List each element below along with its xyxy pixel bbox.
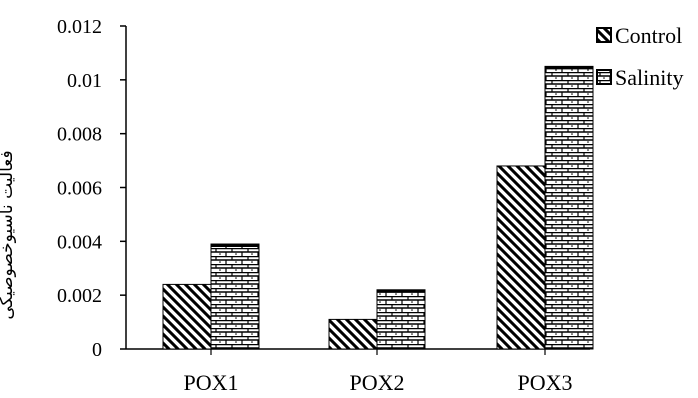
plot-area: 0 0.002 0.004 0.006 0.008 0.01 0.012 POX1 POX2 PO… — [57, 16, 594, 395]
legend-label-salinity: Salinity — [615, 65, 683, 90]
bar-control-pox2 — [328, 318, 378, 350]
legend-label-control: Control — [615, 23, 682, 48]
y-tick-label: 0.012 — [57, 16, 102, 38]
bar-salinity-pox2 — [376, 289, 426, 350]
bar-salinity-pox1 — [210, 243, 260, 350]
y-tick-label: 0.01 — [67, 70, 102, 92]
x-tick-label: POX2 — [349, 370, 404, 395]
y-tick-label: 0.004 — [57, 231, 102, 253]
legend-swatch-control — [596, 27, 612, 43]
y-axis-label: فعالیت ناسیوخصوصیکی — [0, 150, 17, 319]
x-tick-label: POX1 — [183, 370, 238, 395]
y-tick-label: 0 — [92, 339, 102, 361]
x-tick-label: POX3 — [517, 370, 572, 395]
y-tick-label: 0.006 — [57, 178, 102, 200]
bar-control-pox1 — [162, 283, 212, 350]
bar-salinity-pox3 — [544, 65, 594, 350]
y-tick-label: 0.008 — [57, 124, 102, 146]
bar-control-pox3 — [496, 165, 546, 350]
legend: Control Salinity — [596, 23, 683, 90]
y-tick-label: 0.002 — [57, 285, 102, 307]
legend-swatch-salinity — [596, 69, 612, 85]
